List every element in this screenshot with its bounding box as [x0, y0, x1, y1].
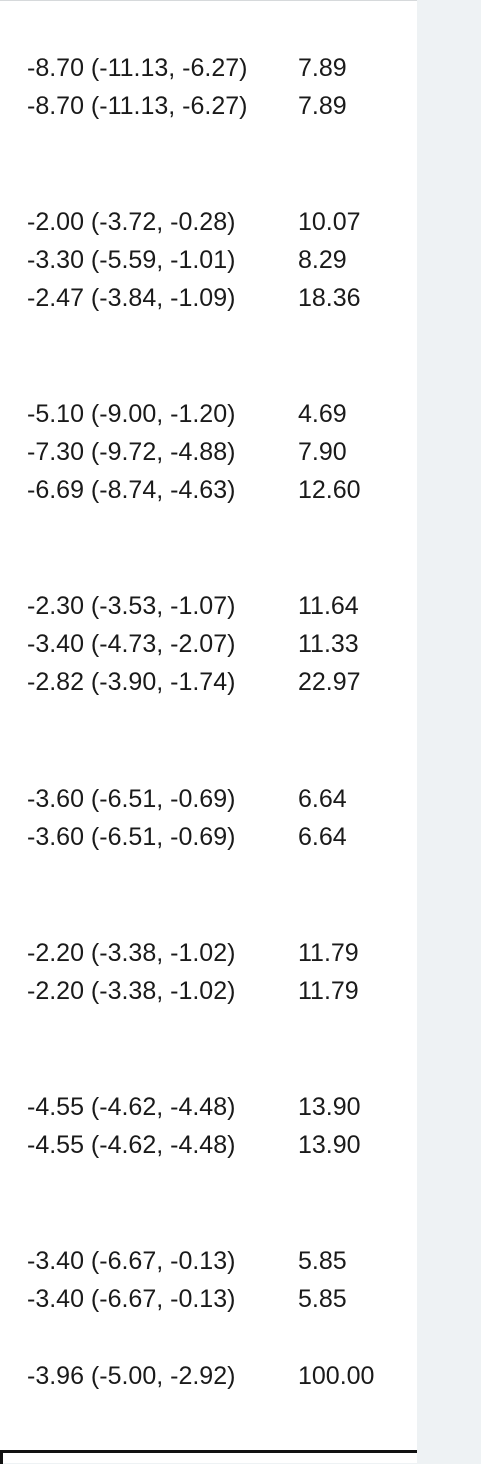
estimate-ci-cell: -5.10 (-9.00, -1.20)	[27, 400, 236, 428]
weight-cell: 4.69	[298, 400, 347, 428]
weight-cell: 11.33	[298, 630, 359, 658]
weight-cell: 5.85	[298, 1285, 347, 1313]
weight-cell: 22.97	[298, 668, 361, 696]
estimate-ci-cell: -4.55 (-4.62, -4.48)	[27, 1093, 236, 1121]
estimate-ci-cell: -4.55 (-4.62, -4.48)	[27, 1131, 236, 1159]
estimate-ci-cell: -3.30 (-5.59, -1.01)	[27, 246, 236, 274]
weight-cell: 11.79	[298, 977, 359, 1005]
estimate-ci-cell: -8.70 (-11.13, -6.27)	[27, 54, 248, 82]
weight-cell: 18.36	[298, 284, 361, 312]
estimate-ci-cell: -3.40 (-6.67, -0.13)	[27, 1247, 236, 1275]
weight-cell: 5.85	[298, 1247, 347, 1275]
table-left-rule	[0, 1450, 3, 1464]
estimate-ci-cell: -2.00 (-3.72, -0.28)	[27, 208, 236, 236]
weight-cell: 10.07	[298, 208, 361, 236]
estimate-ci-cell: -6.69 (-8.74, -4.63)	[27, 476, 236, 504]
weight-cell: 7.89	[298, 54, 347, 82]
weight-cell: 6.64	[298, 823, 347, 851]
estimate-ci-cell: -8.70 (-11.13, -6.27)	[27, 92, 248, 120]
weight-cell: 12.60	[298, 476, 361, 504]
weight-cell: 6.64	[298, 785, 347, 813]
estimate-ci-cell: -2.82 (-3.90, -1.74)	[27, 668, 236, 696]
table-bottom-rule	[0, 1450, 417, 1453]
estimate-ci-cell: -3.60 (-6.51, -0.69)	[27, 785, 236, 813]
weight-cell: 7.90	[298, 438, 347, 466]
weight-cell: 11.79	[298, 939, 359, 967]
weight-cell: 8.29	[298, 246, 347, 274]
estimate-ci-cell: -2.30 (-3.53, -1.07)	[27, 592, 236, 620]
estimate-ci-cell: -7.30 (-9.72, -4.88)	[27, 438, 236, 466]
estimate-ci-cell: -3.40 (-6.67, -0.13)	[27, 1285, 236, 1313]
weight-cell: 13.90	[298, 1093, 361, 1121]
estimate-ci-cell: -2.47 (-3.84, -1.09)	[27, 284, 236, 312]
estimate-ci-cell: -3.40 (-4.73, -2.07)	[27, 630, 236, 658]
estimate-ci-cell: -3.60 (-6.51, -0.69)	[27, 823, 236, 851]
weight-cell: 100.00	[298, 1362, 375, 1390]
weight-cell: 13.90	[298, 1131, 361, 1159]
estimate-ci-cell: -2.20 (-3.38, -1.02)	[27, 939, 236, 967]
estimate-ci-cell: -2.20 (-3.38, -1.02)	[27, 977, 236, 1005]
estimate-ci-cell: -3.96 (-5.00, -2.92)	[27, 1362, 236, 1390]
forest-table-panel: -8.70 (-11.13, -6.27) 7.89 -8.70 (-11.13…	[0, 0, 417, 1464]
weight-cell: 11.64	[298, 592, 359, 620]
weight-cell: 7.89	[298, 92, 347, 120]
